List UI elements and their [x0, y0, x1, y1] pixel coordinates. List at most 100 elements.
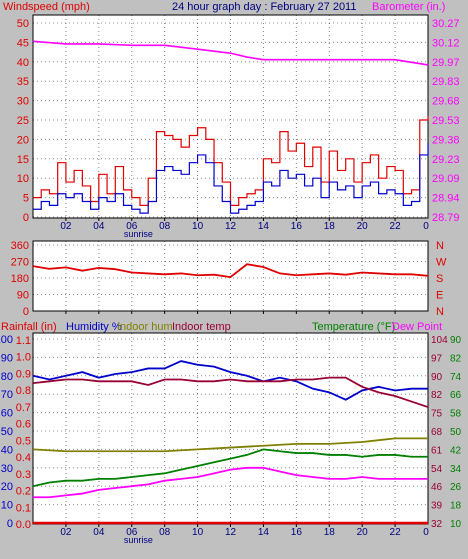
y-temp-tick: 54 [431, 464, 443, 475]
indoor-temp-label: Indoor temp [172, 321, 231, 333]
y-temp-tick: 39 [431, 501, 443, 512]
y-rain-tick: 1.1 [16, 335, 31, 347]
y-outdoor-tick: 10 [450, 519, 462, 530]
y-rain-tick: 0.2 [16, 486, 31, 498]
series-line-indoor-hum [32, 437, 428, 453]
series-line-barometer [32, 40, 429, 66]
y-temp-tick: 32 [431, 519, 443, 530]
y-right-tick: 29.23 [432, 154, 460, 166]
y-humidity-tick: 80 [1, 371, 13, 383]
x-tick-label: 04 [93, 221, 105, 232]
y-outdoor-tick: 90 [450, 335, 462, 346]
indoor-hum-label: Indoor hum [117, 321, 173, 333]
y-right-tick: S [436, 273, 443, 285]
y-rain-tick: 0.0 [16, 519, 31, 531]
y-right-tick: E [436, 290, 443, 302]
y-left-tick: 10 [17, 173, 29, 185]
x-tick-label: 08 [159, 527, 171, 538]
y-right-tick: 30.12 [432, 37, 460, 49]
y-humidity-tick: 50 [1, 426, 13, 438]
y-left-tick: 25 [17, 115, 29, 127]
y-outdoor-tick: 82 [450, 353, 462, 364]
y-outdoor-tick: 42 [450, 445, 462, 456]
y-outdoor-tick: 66 [450, 390, 462, 401]
y-rain-tick: 0.8 [16, 385, 31, 397]
y-rain-tick: 0.5 [16, 435, 31, 447]
x-tick-label: 14 [258, 527, 270, 538]
y-right-tick: 29.97 [432, 57, 460, 69]
y-outdoor-tick: 18 [450, 501, 462, 512]
y-right-tick: 29.53 [432, 115, 460, 127]
y-temp-tick: 75 [431, 409, 443, 420]
series-line-wind-direction [32, 263, 429, 279]
humidity-label: Humidity % [66, 321, 122, 333]
y-left-tick: 90 [17, 290, 29, 302]
y-temp-tick: 61 [431, 445, 443, 456]
x-tick-label: 08 [159, 221, 171, 232]
x-tick-label: 12 [225, 527, 237, 538]
x-tick-label: 10 [192, 527, 204, 538]
y-left-tick: 50 [17, 18, 29, 30]
x-tick-label: 0 [423, 221, 429, 232]
y-rain-tick: 0.4 [16, 452, 31, 464]
y-outdoor-tick: 34 [450, 464, 462, 475]
series-line-wind-average [33, 143, 429, 214]
series-line-dew-point [33, 466, 428, 499]
x-tick-label: 20 [357, 527, 369, 538]
y-outdoor-tick: 26 [450, 482, 462, 493]
y-humidity-tick: 40 [1, 444, 13, 456]
y-rain-tick: 0.1 [16, 502, 31, 514]
x-tick-label: 10 [192, 221, 204, 232]
y-rain-tick: 1.0 [16, 352, 31, 364]
y-humidity-tick: 60 [1, 408, 13, 420]
y-right-tick: N [436, 240, 444, 252]
y-left-tick: 180 [11, 273, 29, 285]
y-outdoor-tick: 58 [450, 409, 462, 420]
y-humidity-tick: 90 [1, 352, 13, 364]
y-temp-tick: 46 [431, 482, 443, 493]
series-line-humidity [32, 360, 428, 401]
x-tick-label: 16 [291, 221, 303, 232]
x-tick-label: 02 [60, 527, 72, 538]
y-rain-tick: 0.6 [16, 419, 31, 431]
x-tick-label: 04 [93, 527, 105, 538]
y-right-tick: 29.09 [432, 173, 460, 185]
y-outdoor-tick: 74 [450, 372, 462, 383]
y-temp-tick: 97 [431, 353, 443, 364]
y-left-tick: 30 [17, 96, 29, 108]
y-temp-tick: 104 [431, 335, 448, 346]
x-tick-label: 20 [357, 221, 369, 232]
rainfall-label: Rainfall (in) [1, 321, 57, 333]
y-right-tick: 28.79 [432, 212, 460, 224]
x-tick-label: 06 [126, 527, 138, 538]
y-left-tick: 5 [23, 193, 29, 205]
y-rain-tick: 0.9 [16, 368, 31, 380]
y-humidity-tick: 70 [1, 389, 13, 401]
y-temp-tick: 90 [431, 372, 443, 383]
y-right-tick: N [436, 306, 444, 318]
x-tick-label: 14 [258, 221, 270, 232]
x-tick-label: 18 [324, 221, 336, 232]
y-left-tick: 35 [17, 76, 29, 88]
y-right-tick: 28.94 [432, 193, 460, 205]
y-rain-tick: 0.7 [16, 402, 31, 414]
x-tick-label: 18 [324, 527, 336, 538]
y-right-tick: 29.83 [432, 76, 460, 88]
y-right-tick: 30.27 [432, 18, 460, 30]
barometer-title: Barometer (in.) [372, 1, 445, 13]
dew-point-label: Dew Point [392, 321, 442, 333]
x-tick-label: 06 [126, 221, 138, 232]
y-humidity-tick: 20 [1, 481, 13, 493]
temperature-label: Temperature (°F) [312, 321, 395, 333]
y-temp-tick: 68 [431, 427, 443, 438]
y-right-tick: 29.38 [432, 134, 460, 146]
series-line-temperature [32, 448, 428, 488]
y-left-tick: 360 [11, 240, 29, 252]
y-rain-tick: 0.3 [16, 469, 31, 481]
x-tick-label: 22 [390, 221, 402, 232]
y-humidity-tick: 100 [0, 334, 13, 346]
y-left-tick: 20 [17, 134, 29, 146]
graph-date-title: 24 hour graph day : February 27 2011 [172, 1, 356, 13]
